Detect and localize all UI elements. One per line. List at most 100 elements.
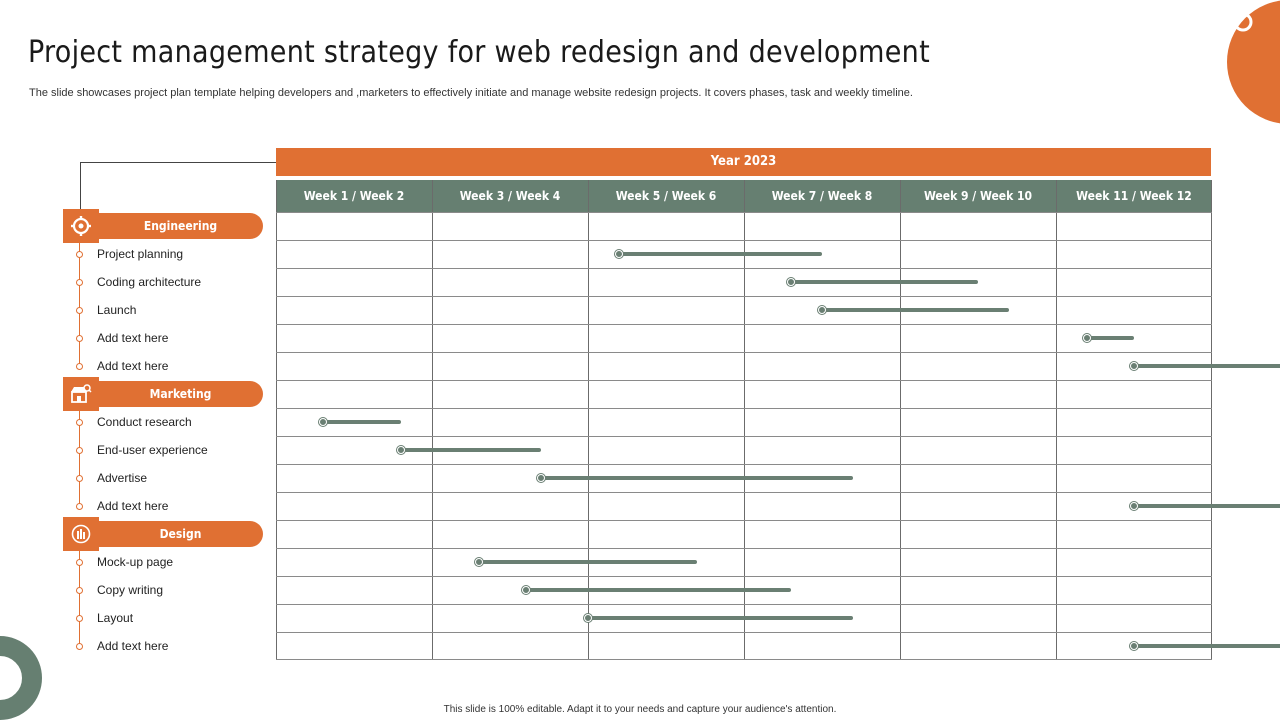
task-label: Project planning	[97, 247, 184, 261]
gantt-task-start-marker	[1130, 362, 1138, 370]
gantt-task-bar	[541, 476, 854, 480]
task-label: Advertise	[97, 471, 148, 485]
task-bullet	[76, 502, 83, 510]
gantt-task-bar	[1134, 504, 1280, 508]
task-bullet	[76, 306, 83, 314]
task-label: End-user experience	[97, 443, 208, 457]
grid-row-line	[276, 464, 1212, 465]
task-label: Layout	[97, 611, 134, 625]
grid-row-line	[276, 352, 1212, 353]
grid-column-line	[276, 180, 277, 660]
grid-row-line	[276, 408, 1212, 409]
task-label: Add text here	[97, 639, 169, 653]
task-bullet	[76, 642, 83, 650]
gantt-task-start-marker	[584, 614, 592, 622]
category-label-design: Design	[98, 521, 263, 547]
task-label: Launch	[97, 303, 137, 317]
gantt-task-start-marker	[521, 586, 530, 594]
gantt-task-bar	[1087, 336, 1134, 340]
tree-connector-horizontal	[80, 162, 276, 163]
grid-row-line	[276, 324, 1212, 325]
gantt-task-start-marker	[818, 306, 826, 314]
task-bullet	[76, 614, 83, 622]
grid-row-line	[276, 659, 1212, 660]
grid-row-line	[276, 380, 1212, 381]
task-bullet	[76, 418, 83, 426]
task-label: Add text here	[97, 499, 169, 513]
week-header-label: Week 3 / Week 4	[459, 189, 561, 203]
week-header-label: Week 9 / Week 10	[923, 189, 1033, 203]
gantt-task-start-marker	[1130, 502, 1138, 510]
grid-row-line	[276, 240, 1212, 241]
tree-connector-vertical	[80, 162, 81, 214]
gantt-task-start-marker	[615, 250, 624, 258]
gantt-task-bar	[822, 308, 1010, 312]
decorative-circle-top-right	[1227, 0, 1280, 124]
decorative-ring-bottom-left	[0, 636, 42, 720]
task-label: Copy writing	[97, 583, 164, 597]
design-tools-icon	[63, 517, 99, 551]
category-task-connector	[79, 551, 80, 646]
task-bullet	[76, 250, 83, 258]
gantt-task-bar	[1134, 364, 1280, 368]
task-label: Conduct research	[97, 415, 192, 429]
grid-row-line	[276, 520, 1212, 521]
week-header-label: Week 7 / Week 8	[771, 189, 873, 203]
grid-row-line	[276, 492, 1212, 493]
task-bullet	[76, 474, 83, 482]
week-header-label: Week 11 / Week 12	[1076, 189, 1192, 203]
grid-column-line	[1056, 180, 1057, 660]
grid-row-line	[276, 632, 1212, 633]
gantt-task-bar	[478, 560, 698, 564]
grid-column-line	[1211, 180, 1212, 660]
year-header: Year 2023	[276, 148, 1211, 176]
task-bullet	[76, 558, 83, 566]
category-task-connector	[79, 411, 80, 506]
task-label: Add text here	[97, 331, 169, 345]
gantt-grid: Week 1 / Week 2 Week 3 / Week 4 Week 5 / W…	[276, 180, 1280, 660]
grid-row-line	[276, 548, 1212, 549]
gantt-task-start-marker	[786, 278, 795, 286]
gantt-task-bar	[322, 420, 401, 424]
grid-row-line	[276, 212, 1212, 213]
grid-column-line	[900, 180, 901, 660]
gantt-task-bar	[1134, 644, 1280, 648]
footer-note: This slide is 100% editable. Adapt it to…	[443, 704, 837, 715]
page-subtitle: The slide showcases project plan templat…	[29, 87, 913, 99]
grid-row-line	[276, 576, 1212, 577]
gantt-task-bar	[400, 448, 542, 452]
task-label: Coding architecture	[97, 275, 202, 289]
gantt-task-start-marker	[1083, 334, 1092, 342]
gantt-task-bar	[790, 280, 978, 284]
grid-row-line	[276, 268, 1212, 269]
grid-row-line	[276, 436, 1212, 437]
category-label-marketing: Marketing	[98, 381, 263, 407]
task-bullet	[76, 586, 83, 594]
task-bullet	[76, 278, 83, 286]
gantt-task-bar	[619, 252, 822, 256]
gantt-task-start-marker	[537, 474, 546, 482]
gantt-task-bar	[588, 616, 854, 620]
gantt-task-start-marker	[1130, 642, 1138, 650]
category-task-connector	[79, 243, 80, 366]
grid-column-line	[744, 180, 745, 660]
task-bullet	[76, 334, 83, 342]
week-header-label: Week 1 / Week 2	[303, 189, 405, 203]
gantt-task-bar	[525, 588, 791, 592]
category-label-engineering: Engineering	[98, 213, 263, 239]
gantt-task-start-marker	[396, 446, 405, 454]
gear-helmet-icon	[63, 209, 99, 243]
gantt-task-start-marker	[318, 418, 327, 426]
task-bullet	[76, 446, 83, 454]
week-header-label: Week 5 / Week 6	[615, 189, 717, 203]
page-title: Project management strategy for web rede…	[28, 35, 930, 70]
gantt-task-start-marker	[474, 558, 483, 566]
task-label: Add text here	[97, 359, 169, 373]
task-label: Mock-up page	[97, 555, 174, 569]
market-search-icon	[63, 377, 99, 411]
grid-row-line	[276, 296, 1212, 297]
grid-column-line	[588, 180, 589, 660]
grid-row-line	[276, 604, 1212, 605]
task-bullet	[76, 362, 83, 370]
grid-column-line	[432, 180, 433, 660]
